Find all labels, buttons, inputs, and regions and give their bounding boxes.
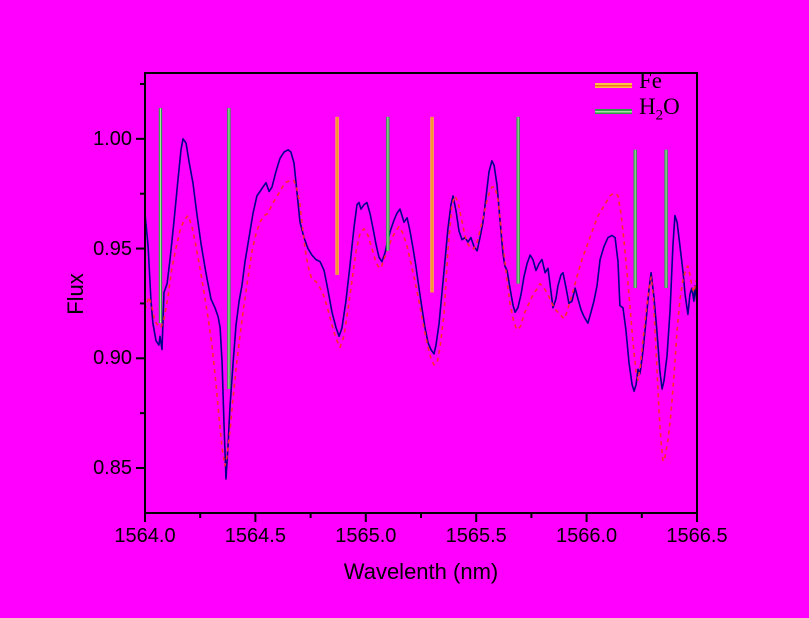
x-tick-label: 1564.0	[114, 525, 176, 547]
legend-label-fe: Fe	[639, 67, 662, 93]
legend-item-fe: Fe	[595, 68, 725, 98]
legend-line-fe	[595, 82, 632, 88]
x-axis-title: Wavelenth (nm)	[343, 559, 499, 584]
legend-item-h2o: H2O	[595, 94, 725, 124]
dashed-spectrum-line	[144, 179, 698, 467]
legend: Fe H2O	[595, 68, 725, 124]
x-tick-label: 1564.5	[224, 525, 286, 547]
y-tick-label: 0.95	[93, 237, 132, 260]
y-tick-label: 1.00	[93, 127, 132, 150]
legend-line-h2o	[595, 108, 632, 114]
legend-label-h2o: H2O	[639, 93, 680, 124]
y-axis-title: Flux	[63, 273, 88, 315]
y-tick-label: 0.85	[93, 457, 132, 479]
y-tick-label: 0.90	[93, 347, 132, 370]
x-tick-label: 1566.0	[556, 525, 618, 547]
solid-spectrum-line	[144, 138, 698, 480]
x-tick-label: 1565.5	[445, 525, 507, 547]
x-tick-label: 1566.5	[666, 525, 728, 547]
x-tick-label: 1565.0	[335, 525, 397, 547]
